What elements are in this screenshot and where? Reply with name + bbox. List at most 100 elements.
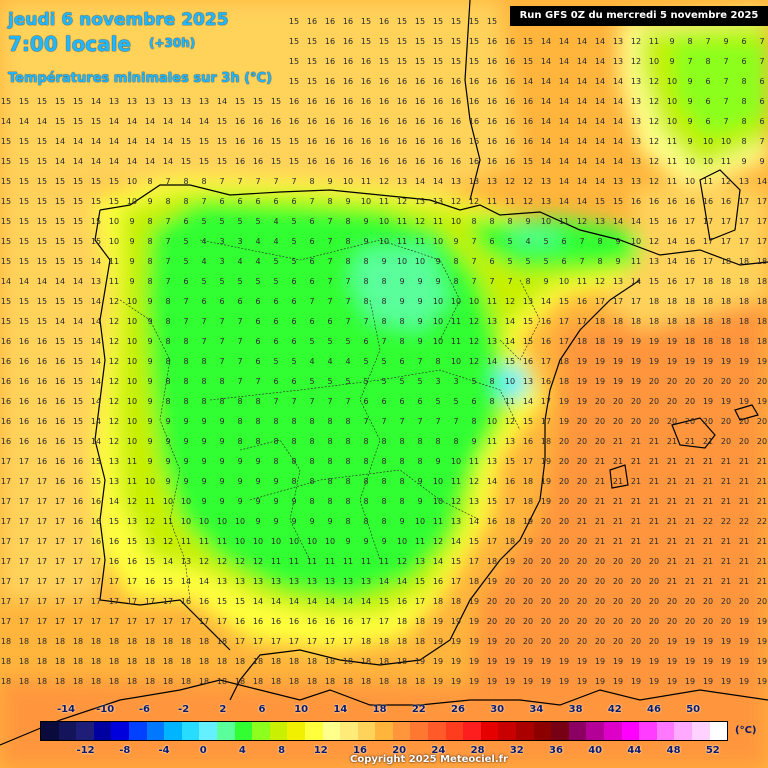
grid-value: 14 (559, 177, 569, 186)
grid-value: 5 (309, 377, 314, 386)
grid-value: 16 (19, 357, 29, 366)
grid-value: 17 (757, 197, 767, 206)
grid-value: 12 (505, 177, 515, 186)
grid-value: 20 (739, 417, 749, 426)
grid-value: 21 (595, 457, 605, 466)
grid-value: 9 (741, 157, 746, 166)
grid-value: 9 (363, 237, 368, 246)
grid-value: 16 (325, 37, 335, 46)
grid-value: 7 (345, 297, 350, 306)
grid-value: 17 (19, 557, 29, 566)
grid-value: 19 (469, 637, 479, 646)
grid-value: 17 (55, 537, 65, 546)
grid-value: 7 (273, 397, 278, 406)
grid-value: 16 (307, 157, 317, 166)
grid-value: 8 (165, 397, 170, 406)
grid-value: 7 (255, 377, 260, 386)
grid-value: 20 (505, 617, 515, 626)
grid-value: 19 (505, 657, 515, 666)
grid-value: 7 (237, 357, 242, 366)
grid-value: 15 (289, 57, 299, 66)
grid-value: 14 (595, 157, 605, 166)
grid-value: 15 (415, 17, 425, 26)
grid-value: 13 (469, 497, 479, 506)
grid-value: 5 (309, 337, 314, 346)
grid-value: 8 (309, 437, 314, 446)
grid-value: 9 (309, 517, 314, 526)
grid-value: 15 (73, 237, 83, 246)
grid-value: 16 (379, 17, 389, 26)
grid-value: 12 (649, 77, 659, 86)
grid-value: 21 (649, 477, 659, 486)
grid-value: 6 (759, 97, 764, 106)
grid-value: 15 (433, 37, 443, 46)
grid-value: 16 (55, 357, 65, 366)
grid-value: 16 (379, 77, 389, 86)
grid-value: 6 (309, 317, 314, 326)
grid-value: 18 (109, 657, 119, 666)
grid-value: 16 (343, 57, 353, 66)
grid-value: 17 (109, 597, 119, 606)
parameter-title: Températures minimales sur 3h (°C) (8, 71, 273, 86)
grid-value: 17 (127, 597, 137, 606)
grid-value: 16 (73, 477, 83, 486)
grid-value: 21 (631, 437, 641, 446)
grid-value: 15 (235, 597, 245, 606)
grid-value: 14 (577, 137, 587, 146)
grid-value: 13 (613, 57, 623, 66)
grid-value: 8 (363, 477, 368, 486)
grid-value: 18 (271, 657, 281, 666)
grid-value: 19 (631, 337, 641, 346)
grid-value: 13 (217, 577, 227, 586)
legend-swatch (709, 722, 728, 740)
grid-value: 8 (363, 257, 368, 266)
grid-value: 18 (559, 377, 569, 386)
grid-value: 15 (361, 37, 371, 46)
legend-label-bottom: 40 (588, 745, 603, 756)
grid-value: 13 (523, 297, 533, 306)
grid-value: 14 (91, 337, 101, 346)
grid-value: 12 (109, 397, 119, 406)
grid-value: 21 (613, 517, 623, 526)
grid-value: 20 (667, 417, 677, 426)
grid-value: 18 (721, 337, 731, 346)
grid-value: 21 (667, 537, 677, 546)
grid-value: 14 (361, 597, 371, 606)
grid-value: 21 (757, 537, 767, 546)
border-regions-6 (499, 279, 541, 361)
grid-value: 9 (201, 437, 206, 446)
grid-value: 12 (631, 57, 641, 66)
grid-value: 21 (649, 497, 659, 506)
grid-value: 21 (595, 477, 605, 486)
grid-value: 16 (505, 157, 515, 166)
legend-swatch (269, 722, 288, 740)
legend-swatch (146, 722, 165, 740)
grid-value: 15 (469, 17, 479, 26)
grid-value: 18 (631, 317, 641, 326)
legend-swatch (621, 722, 640, 740)
grid-value: 17 (451, 577, 461, 586)
grid-value: 14 (577, 37, 587, 46)
grid-value: 20 (721, 377, 731, 386)
grid-value: 16 (685, 197, 695, 206)
legend-label-top: 2 (219, 704, 227, 715)
grid-value: 15 (559, 297, 569, 306)
grid-value: 18 (721, 297, 731, 306)
grid-value: 16 (343, 137, 353, 146)
grid-value: 19 (541, 457, 551, 466)
grid-value: 15 (1, 157, 11, 166)
legend-swatch (691, 722, 710, 740)
grid-value: 12 (379, 177, 389, 186)
grid-value: 7 (291, 397, 296, 406)
grid-value: 15 (523, 317, 533, 326)
grid-value: 19 (433, 677, 443, 686)
grid-value: 16 (37, 437, 47, 446)
grid-value: 11 (127, 477, 137, 486)
grid-value: 18 (703, 277, 713, 286)
grid-value: 15 (379, 37, 389, 46)
grid-value: 19 (469, 657, 479, 666)
grid-value: 8 (507, 217, 512, 226)
grid-value: 21 (703, 537, 713, 546)
grid-value: 17 (739, 237, 749, 246)
grid-value: 13 (433, 197, 443, 206)
